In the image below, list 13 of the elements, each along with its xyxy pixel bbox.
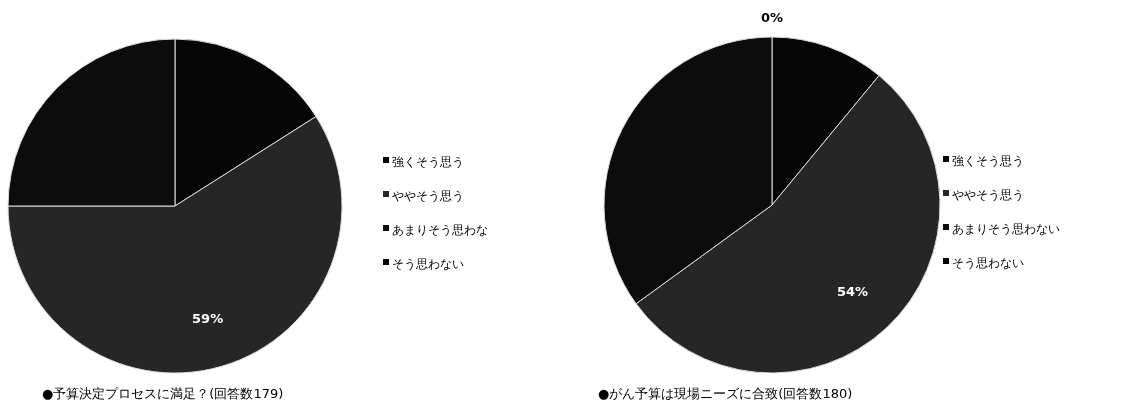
text: ●がん予算は現場ニーズに合致(回答数180) [598,386,853,401]
text: 0% [760,10,784,25]
data-label: 54% [836,283,869,299]
legend-label: 強くそう思う [952,154,1024,168]
legend-label: そう思わない [392,257,464,271]
data-label: 59% [192,311,224,327]
legend-label: あまりそう思わな [392,223,488,237]
legend-label: そう思わない [952,256,1024,270]
legend-label: あまりそう思わない [952,222,1060,236]
text: ●予算決定プロセスに満足？(回答数179) [42,386,284,401]
legend-label: ややそう思う [392,189,464,203]
legend-label: ややそう思う [952,188,1024,202]
legend-label: 強くそう思う [392,155,464,169]
